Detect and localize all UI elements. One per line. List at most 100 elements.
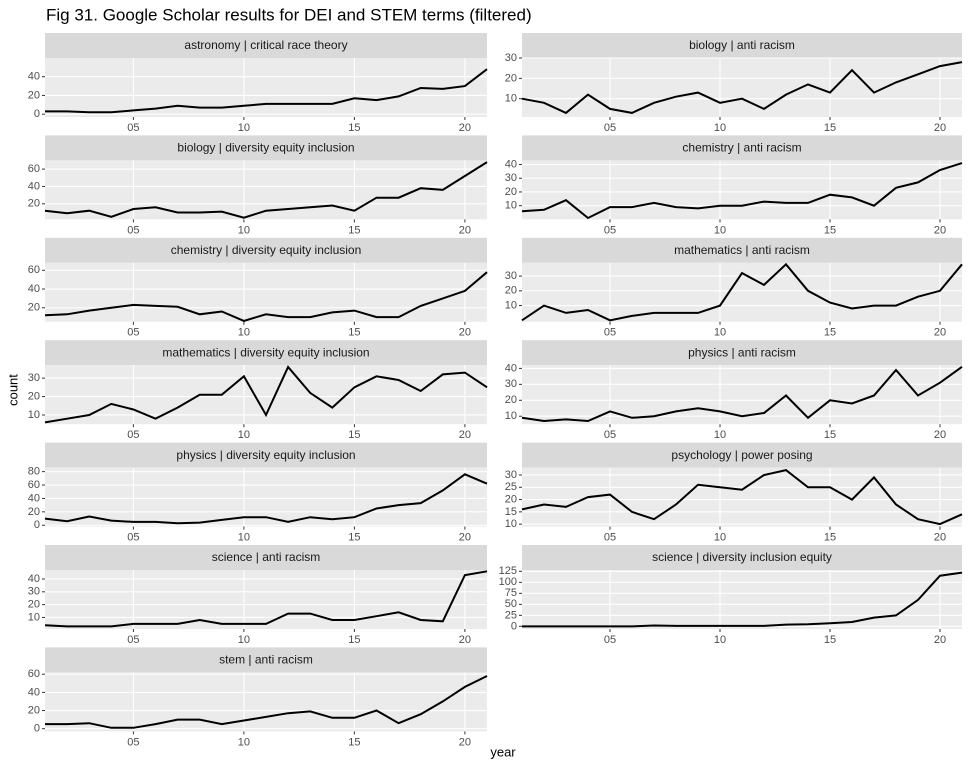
x-tick-label: 15 — [824, 224, 836, 236]
x-tick-label: 20 — [459, 532, 471, 544]
panel-strip — [522, 442, 962, 468]
panel-background — [45, 262, 487, 322]
y-tick-label: 60 — [28, 668, 40, 680]
y-tick-label: 20 — [28, 198, 40, 210]
x-tick-label: 05 — [604, 327, 616, 339]
chart-title: Fig 31. Google Scholar results for DEI a… — [46, 5, 532, 24]
x-tick-label: 15 — [348, 429, 360, 441]
panel-background — [45, 58, 487, 117]
y-tick-label: 30 — [505, 469, 517, 481]
panel-background — [45, 672, 487, 732]
y-tick-label: 40 — [28, 573, 40, 585]
panel-title: stem | anti racism — [219, 653, 313, 667]
y-tick-label: 80 — [28, 466, 40, 478]
data-line — [45, 68, 488, 114]
x-tick-label: 10 — [238, 634, 250, 646]
x-tick-label: 10 — [714, 429, 726, 441]
x-tick-label: 15 — [824, 327, 836, 339]
panel-title: physics | diversity equity inclusion — [176, 448, 355, 462]
y-tick-label: 30 — [28, 586, 40, 598]
panel-background — [522, 262, 962, 322]
y-tick-label: 30 — [505, 378, 517, 390]
x-tick-label: 10 — [238, 429, 250, 441]
x-tick-label: 05 — [127, 122, 139, 134]
x-tick-label: 10 — [238, 122, 250, 134]
y-tick-label: 20 — [505, 186, 517, 198]
y-tick-label: 0 — [34, 108, 40, 120]
x-tick-label: 10 — [238, 224, 250, 236]
panel-background — [45, 160, 487, 220]
y-tick-label: 40 — [505, 158, 517, 170]
panel-strip — [522, 135, 962, 161]
data-line — [44, 161, 488, 219]
x-tick-label: 10 — [714, 532, 726, 544]
y-tick-label: 40 — [28, 492, 40, 504]
y-tick-label: 15 — [505, 506, 517, 518]
x-tick-label: 05 — [604, 224, 616, 236]
y-tick-label: 10 — [505, 93, 517, 105]
y-tick-label: 60 — [28, 479, 40, 491]
x-tick-label: 15 — [348, 122, 360, 134]
data-line — [45, 675, 488, 729]
x-tick-label: 05 — [127, 736, 139, 748]
x-tick-label: 20 — [459, 736, 471, 748]
y-tick-label: 30 — [28, 372, 40, 384]
y-tick-label: 125 — [499, 565, 517, 577]
x-tick-label: 05 — [604, 532, 616, 544]
x-tick-label: 05 — [604, 429, 616, 441]
x-tick-label: 10 — [714, 634, 726, 646]
y-tick-label: 10 — [505, 518, 517, 530]
panel-strip — [522, 33, 962, 58]
y-tick-label: 100 — [499, 576, 517, 588]
data-line — [521, 262, 963, 322]
y-tick-label: 40 — [28, 180, 40, 192]
y-tick-label: 20 — [505, 285, 517, 297]
y-tick-label: 25 — [505, 609, 517, 621]
panel-background — [522, 365, 962, 425]
y-tick-label: 10 — [28, 409, 40, 421]
data-line — [521, 469, 963, 526]
x-tick-label: 05 — [127, 532, 139, 544]
panel-background — [522, 58, 962, 117]
data-line — [522, 571, 963, 628]
x-axis-label: year — [490, 744, 516, 759]
y-tick-label: 40 — [28, 283, 40, 295]
x-tick-label: 10 — [714, 224, 726, 236]
data-line — [44, 473, 488, 525]
x-tick-label: 05 — [127, 224, 139, 236]
panel-title: science | anti racism — [212, 550, 321, 564]
x-tick-label: 10 — [714, 327, 726, 339]
data-line — [44, 271, 488, 322]
data-line — [44, 365, 488, 424]
panel-strip — [45, 135, 487, 161]
x-tick-label: 10 — [714, 122, 726, 134]
x-tick-label: 20 — [459, 122, 471, 134]
panel-title: physics | anti racism — [688, 345, 796, 359]
x-tick-label: 15 — [348, 736, 360, 748]
data-line — [44, 570, 488, 628]
x-tick-label: 15 — [348, 224, 360, 236]
panel-strip — [45, 545, 487, 570]
x-tick-label: 10 — [238, 532, 250, 544]
y-tick-label: 40 — [28, 686, 40, 698]
x-tick-label: 20 — [459, 327, 471, 339]
x-tick-label: 15 — [824, 429, 836, 441]
panel-background — [522, 570, 962, 629]
panel-strip — [45, 442, 487, 468]
panel-strip — [522, 237, 962, 263]
x-tick-label: 20 — [459, 224, 471, 236]
x-tick-label: 15 — [824, 634, 836, 646]
y-tick-label: 60 — [28, 264, 40, 276]
panel-title: biology | diversity equity inclusion — [177, 141, 354, 155]
y-tick-label: 30 — [505, 172, 517, 184]
data-line — [521, 162, 963, 220]
y-tick-label: 0 — [34, 723, 40, 735]
y-tick-label: 10 — [505, 410, 517, 422]
panel-title: chemistry | diversity equity inclusion — [171, 243, 362, 257]
x-tick-label: 20 — [459, 634, 471, 646]
x-tick-label: 15 — [348, 634, 360, 646]
x-tick-label: 10 — [238, 327, 250, 339]
panel-title: chemistry | anti racism — [682, 141, 801, 155]
x-tick-label: 20 — [934, 224, 946, 236]
